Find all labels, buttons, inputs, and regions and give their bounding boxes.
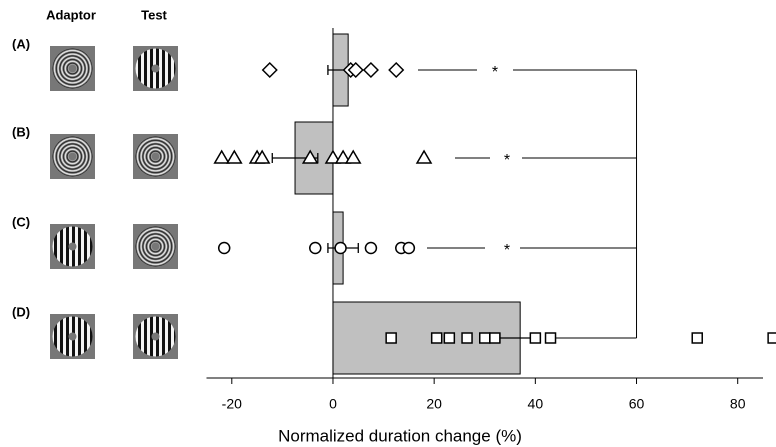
row-label: (A): [12, 36, 30, 51]
point: [261, 61, 278, 79]
significance-star: *: [492, 64, 498, 81]
significance-star: *: [504, 242, 510, 259]
stimulus-center: [151, 332, 160, 341]
row-label: (D): [12, 304, 30, 319]
point: [344, 149, 362, 164]
point: [217, 241, 231, 255]
point: [253, 149, 271, 164]
point: [443, 332, 456, 344]
stimulus-center: [151, 152, 160, 161]
point: [767, 332, 776, 344]
point: [430, 332, 443, 344]
point: [364, 241, 378, 255]
point: [334, 149, 352, 164]
point: [301, 149, 319, 164]
point: [213, 149, 230, 164]
column-label: Test: [141, 7, 167, 22]
bar: [332, 301, 521, 375]
stimulus-center: [68, 242, 77, 251]
point: [362, 61, 379, 79]
point: [479, 332, 491, 344]
stimulus-center: [68, 152, 77, 161]
stimulus-center: [151, 64, 160, 73]
point: [388, 61, 405, 79]
point: [226, 149, 243, 164]
point: [309, 241, 322, 255]
point: [489, 332, 501, 344]
x-axis-label: Normalized duration change (%): [278, 426, 522, 445]
point: [347, 61, 364, 79]
point: [529, 332, 542, 344]
point: [461, 332, 473, 344]
row-label: (B): [12, 124, 30, 139]
point: [385, 332, 397, 344]
point: [415, 149, 433, 164]
point: [544, 332, 557, 344]
point: [691, 332, 703, 344]
x-tick-label: 20: [426, 396, 442, 412]
x-tick-label: 80: [730, 396, 746, 412]
column-label: Adaptor: [46, 7, 96, 22]
point: [402, 241, 416, 255]
stimulus-center: [68, 64, 77, 73]
row-label: (C): [12, 214, 30, 229]
stimulus-center: [151, 242, 160, 251]
stimulus-center: [68, 332, 77, 341]
point: [324, 149, 342, 164]
x-tick-label: 0: [329, 396, 337, 412]
significance-star: *: [504, 152, 510, 169]
x-tick-label: 60: [629, 396, 645, 412]
x-tick-label: 40: [528, 396, 544, 412]
point: [334, 241, 347, 255]
x-tick-label: -20: [222, 396, 242, 412]
